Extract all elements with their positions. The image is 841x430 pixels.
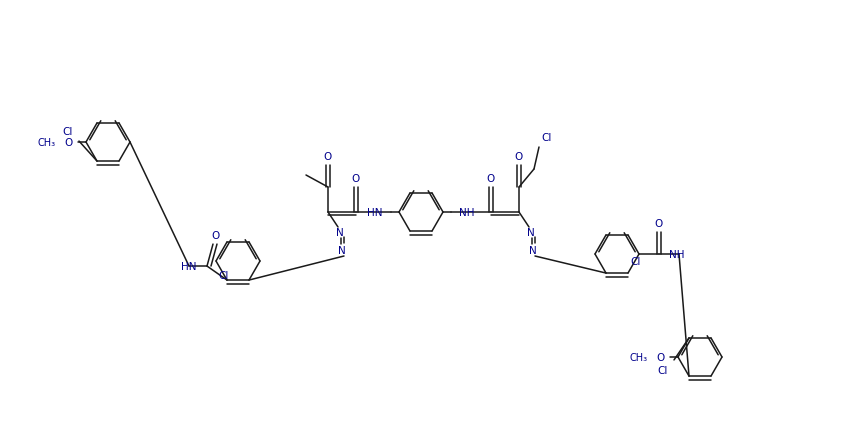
Text: NH: NH — [669, 249, 685, 259]
Text: O: O — [487, 174, 495, 184]
Text: CH₃: CH₃ — [38, 138, 56, 147]
Text: O: O — [655, 218, 663, 228]
Text: N: N — [336, 227, 344, 237]
Text: O: O — [324, 152, 332, 162]
Text: HN: HN — [368, 208, 383, 218]
Text: Cl: Cl — [541, 133, 552, 143]
Text: CH₃: CH₃ — [630, 352, 648, 362]
Text: N: N — [527, 227, 535, 237]
Text: O: O — [65, 138, 73, 147]
Text: HN: HN — [182, 261, 197, 271]
Text: O: O — [515, 152, 523, 162]
Text: NH: NH — [459, 208, 474, 218]
Text: N: N — [529, 246, 537, 255]
Text: Cl: Cl — [630, 256, 640, 267]
Text: Cl: Cl — [218, 270, 229, 280]
Text: Cl: Cl — [62, 127, 73, 137]
Text: O: O — [657, 352, 665, 362]
Text: O: O — [212, 230, 220, 240]
Text: N: N — [338, 246, 346, 255]
Text: Cl: Cl — [658, 365, 668, 375]
Text: O: O — [352, 174, 360, 184]
